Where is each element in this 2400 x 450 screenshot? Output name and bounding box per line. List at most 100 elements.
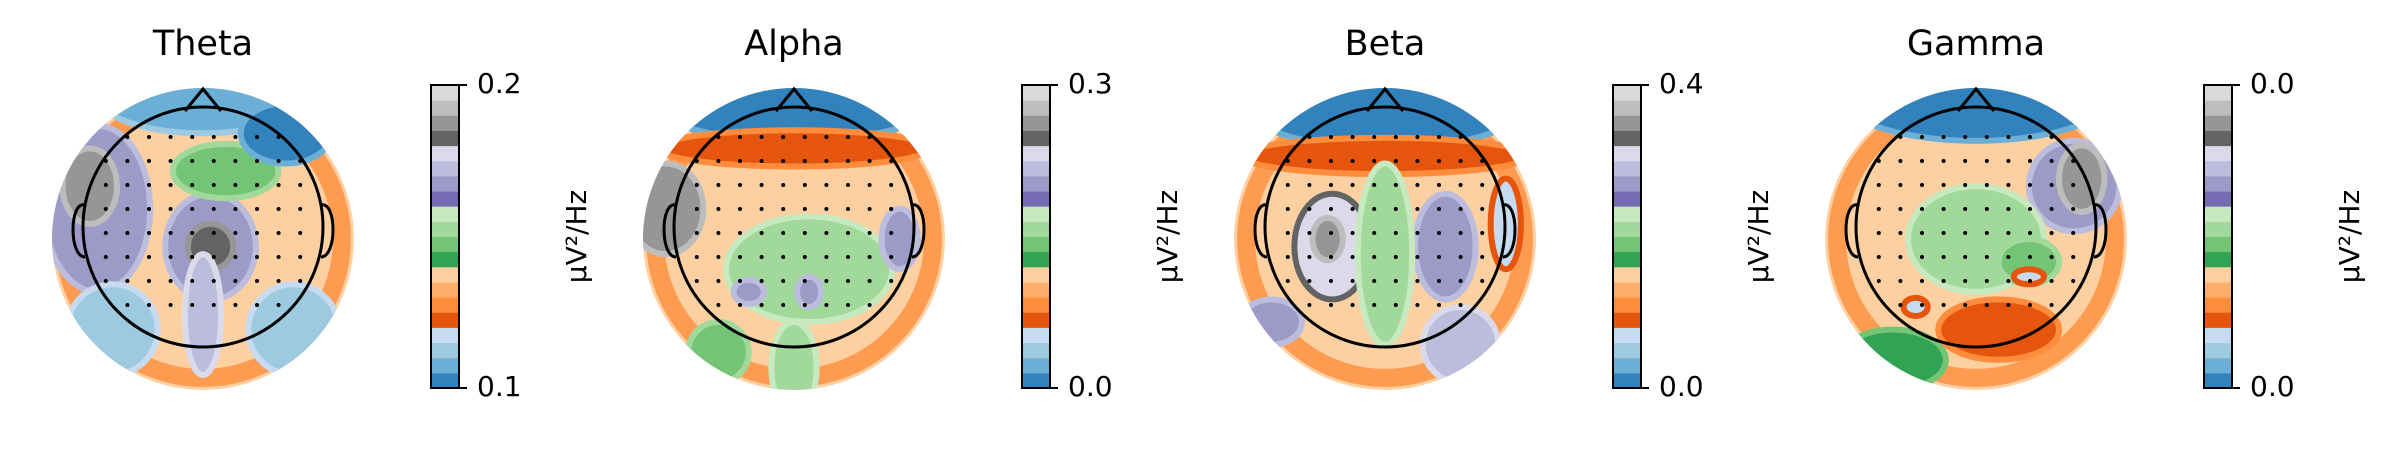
- panel-title: Theta: [152, 24, 253, 64]
- sensor: [846, 207, 850, 211]
- colorbar-tick-label: 0.1: [477, 370, 522, 403]
- sensor: [1307, 183, 1312, 187]
- colorbar-segment: [2204, 100, 2232, 116]
- sensor: [889, 279, 894, 283]
- ear-right: [320, 203, 335, 259]
- sensor: [694, 231, 699, 235]
- sensor: [2028, 279, 2032, 283]
- sensor: [867, 207, 872, 211]
- colorbar-segment: [1613, 145, 1641, 162]
- sensor: [1941, 183, 1946, 187]
- sensor: [781, 159, 786, 163]
- sensor: [1372, 279, 1377, 283]
- sensor: [255, 183, 259, 187]
- sensor: [190, 159, 195, 163]
- sensor: [190, 303, 195, 307]
- colorbar-frame: [2203, 84, 2233, 389]
- colorbar-segment: [1022, 342, 1050, 359]
- sensor: [147, 279, 151, 283]
- topomap-region: [730, 276, 767, 307]
- sensor: [1350, 135, 1355, 139]
- colorbar-segment: [2204, 85, 2232, 101]
- sensor: [276, 303, 281, 307]
- colorbar-label: µV²/Hz: [1151, 190, 1184, 283]
- topomap: [1234, 88, 1536, 390]
- sensor: [2049, 207, 2054, 211]
- sensor: [1437, 303, 1441, 307]
- sensor: [2028, 207, 2032, 211]
- colorbar-segment: [2204, 342, 2232, 359]
- colorbar-segment: [1022, 312, 1050, 328]
- sensor: [211, 255, 216, 259]
- sensor: [781, 255, 786, 259]
- sensor: [1458, 135, 1463, 139]
- sensor: [1480, 159, 1485, 163]
- topomap-region: [768, 319, 820, 390]
- colorbar-segment: [2204, 160, 2232, 177]
- sensor: [276, 159, 281, 163]
- sensor: [2028, 135, 2032, 139]
- sensor: [168, 135, 173, 139]
- sensor: [1920, 279, 1924, 283]
- colorbar-segment: [1022, 297, 1050, 313]
- sensor: [1458, 255, 1463, 259]
- colorbar-segment: [1613, 100, 1641, 116]
- sensor: [1350, 303, 1355, 307]
- sensor: [298, 159, 303, 163]
- sensor: [1329, 303, 1333, 307]
- sensor: [1941, 207, 1946, 211]
- sensor: [1415, 135, 1420, 139]
- sensor: [233, 207, 238, 211]
- sensor: [1285, 255, 1290, 259]
- sensor: [1963, 255, 1968, 259]
- colorbar-segment: [1022, 266, 1050, 283]
- sensor: [2006, 303, 2011, 307]
- colorbar-segment: [1613, 297, 1641, 313]
- sensor: [738, 135, 742, 139]
- sensor: [1898, 183, 1903, 187]
- sensor: [190, 255, 195, 259]
- sensor: [1372, 231, 1377, 235]
- colorbar-segment: [1022, 145, 1050, 162]
- sensor: [211, 279, 216, 283]
- colorbar-segment: [1022, 357, 1050, 374]
- sensor: [781, 183, 786, 187]
- sensor: [716, 231, 721, 235]
- topomap-region: [169, 140, 282, 202]
- colorbar-segment: [2204, 312, 2232, 328]
- sensor: [1285, 231, 1290, 235]
- colorbar-segment: [1022, 115, 1050, 131]
- sensor: [759, 183, 764, 187]
- colorbar-segment: [1613, 312, 1641, 328]
- sensor: [168, 183, 173, 187]
- sensor: [716, 183, 721, 187]
- colorbar-segment: [1613, 85, 1641, 101]
- sensor: [694, 183, 699, 187]
- sensor: [846, 231, 850, 235]
- sensor: [1458, 159, 1463, 163]
- panel: Beta 0.0 0.4 µV²/Hz: [1234, 24, 1775, 403]
- colorbar-segment: [431, 100, 459, 116]
- sensor: [867, 279, 872, 283]
- colorbar-segment: [1022, 130, 1050, 147]
- sensor: [276, 255, 281, 259]
- sensor: [1393, 231, 1398, 235]
- colorbar-segment: [1022, 372, 1050, 389]
- colorbar-segment: [431, 221, 459, 237]
- sensor: [255, 159, 259, 163]
- sensor: [2049, 231, 2054, 235]
- sensor: [1393, 255, 1398, 259]
- topomap-region: [1412, 190, 1479, 303]
- topomap-region: [685, 319, 752, 386]
- ear-left: [662, 203, 677, 259]
- sensor: [738, 159, 742, 163]
- sensor: [1898, 207, 1903, 211]
- sensor: [1984, 279, 1989, 283]
- colorbar-segment: [1613, 327, 1641, 344]
- sensor: [781, 279, 786, 283]
- sensor: [168, 207, 173, 211]
- sensor: [1984, 183, 1989, 187]
- colorbar-segment: [431, 191, 459, 207]
- sensor: [738, 255, 742, 259]
- ear-right: [1502, 203, 1517, 259]
